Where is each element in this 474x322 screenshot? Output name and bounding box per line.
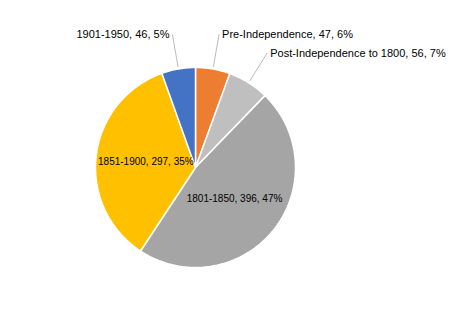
svg-text:1851-1900, 297, 35%: 1851-1900, 297, 35% [98,156,194,167]
svg-text:Post-Independence to 1800, 56,: Post-Independence to 1800, 56, 7% [270,47,446,59]
svg-text:Pre-Independence, 47, 6%: Pre-Independence, 47, 6% [222,28,353,40]
svg-text:1901-1950, 46, 5%: 1901-1950, 46, 5% [76,28,169,40]
svg-text:1801-1850, 396, 47%: 1801-1850, 396, 47% [187,193,283,204]
